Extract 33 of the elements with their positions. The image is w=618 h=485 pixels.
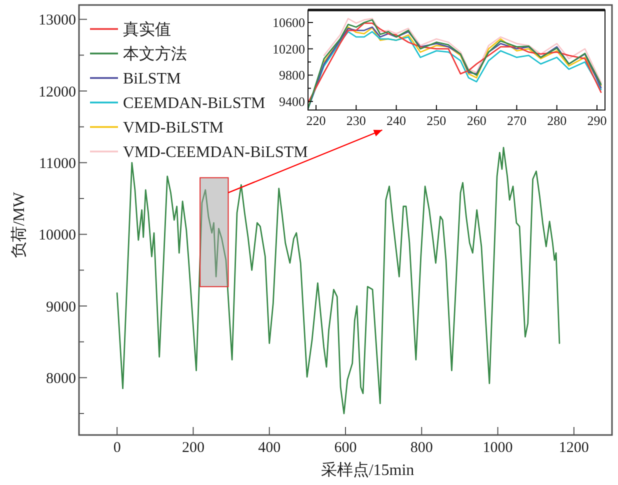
x-tick-label: 230: [346, 113, 366, 128]
y-tick-label: 9400: [279, 94, 305, 109]
y-tick-label: 10000: [38, 228, 76, 244]
x-tick-label: 240: [386, 113, 406, 128]
x-tick-label: 1200: [558, 440, 589, 456]
x-tick-label: 800: [410, 440, 433, 456]
y-tick-label: 10200: [272, 41, 305, 56]
y-tick-label: 9800: [279, 68, 305, 83]
legend-label: VMD-CEEMDAN-BiLSTM: [123, 144, 308, 161]
x-tick-label: 600: [334, 440, 357, 456]
x-tick-label: 1000: [482, 440, 513, 456]
legend-label: VMD-BiLSTM: [123, 120, 224, 136]
legend-label: BiLSTM: [123, 70, 181, 88]
y-tick-label: 9000: [46, 299, 76, 316]
legend-label: 本文方法: [123, 45, 187, 63]
x-tick-label: 220: [306, 113, 326, 128]
x-tick-label: 200: [182, 440, 204, 456]
y-axis-title: 负荷/MW: [10, 191, 28, 258]
legend-label: 真实值: [123, 20, 171, 38]
x-tick-label: 260: [466, 113, 486, 128]
x-tick-label: 270: [506, 113, 526, 128]
x-tick-label: 280: [547, 113, 567, 128]
y-tick-label: 13000: [38, 12, 76, 29]
x-axis-title: 采样点/15min: [320, 461, 414, 479]
x-tick-label: 400: [258, 440, 281, 456]
y-tick-label: 11000: [39, 156, 76, 172]
legend-label: CEEMDAN-BiLSTM: [123, 95, 266, 112]
x-tick-label: 250: [426, 113, 446, 128]
x-tick-label: 290: [587, 113, 607, 128]
y-tick-label: 8000: [46, 370, 76, 387]
y-tick-label: 10600: [272, 15, 305, 30]
y-tick-label: 12000: [38, 84, 76, 100]
x-tick-label: 0: [113, 440, 121, 456]
